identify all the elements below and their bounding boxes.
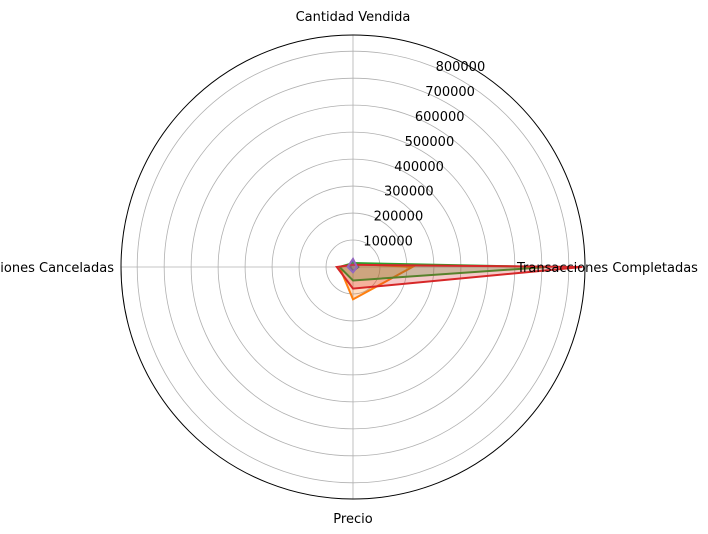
radial-tick-label: 200000 [374, 210, 424, 225]
radial-tick-label: 100000 [363, 235, 413, 250]
series-line [334, 263, 583, 290]
radial-tick-label: 500000 [405, 135, 455, 150]
series-fill [339, 263, 413, 300]
polar-frame [120, 34, 586, 500]
axis-labels: Transacciones Completadas Cantidad Vendi… [0, 10, 698, 527]
axis-label-transacciones-canceladas: Transacciones Canceladas [0, 261, 114, 276]
series-line [346, 256, 359, 274]
radial-tick-label: 300000 [384, 185, 434, 200]
radial-tick-label: 700000 [425, 85, 475, 100]
radial-tick-label: 800000 [436, 60, 486, 75]
series-fill [339, 263, 548, 281]
radial-tick-label: 400000 [394, 160, 444, 175]
axis-label-precio: Precio [333, 512, 372, 527]
radial-tick-label: 600000 [415, 110, 465, 125]
axis-label-transacciones-completadas: Transacciones Completadas [516, 261, 698, 276]
series-fill [336, 264, 583, 289]
radial-tick-labels: 100000 200000 300000 400000 500000 600000 7000… [363, 60, 485, 250]
axis-label-cantidad-vendida: Cantidad Vendida [296, 10, 411, 25]
radar-series-layer [334, 256, 583, 301]
